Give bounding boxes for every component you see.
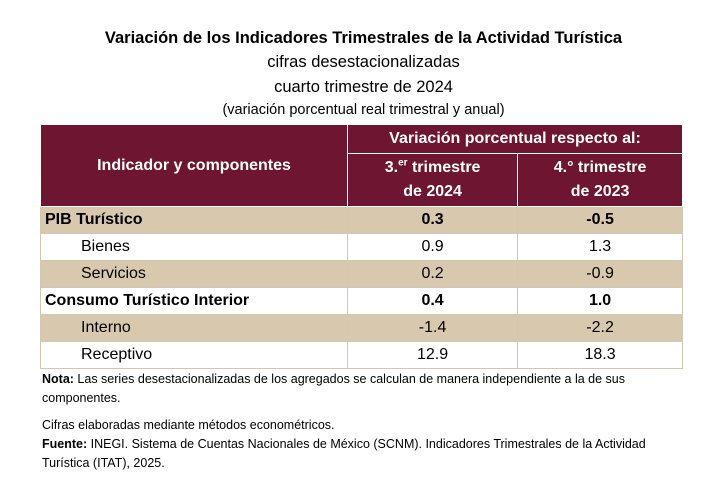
row-label: Receptivo xyxy=(40,341,348,369)
row-value-q4-2023: 18.3 xyxy=(517,341,683,369)
table-row: Receptivo 12.9 18.3 xyxy=(40,341,683,369)
row-label: PIB Turístico xyxy=(40,206,348,234)
table-row: Consumo Turístico Interior 0.4 1.0 xyxy=(40,287,683,315)
note-paragraph: Nota: Las series desestacionalizadas de … xyxy=(42,370,692,408)
source-paragraph: Fuente: INEGI. Sistema de Cuentas Nacion… xyxy=(42,435,692,473)
subtitle-seasonal: cifras desestacionalizadas xyxy=(267,53,460,71)
row-value-q3-2024: 0.3 xyxy=(346,206,519,234)
row-label: Consumo Turístico Interior xyxy=(40,287,348,315)
table-row: PIB Turístico 0.3 -0.5 xyxy=(40,206,683,234)
row-label: Interno xyxy=(40,314,348,342)
header-col2-num: 4.° trimestre xyxy=(553,159,647,176)
header-col1-year: de 2024 xyxy=(403,183,462,200)
header-col1-num: 3. xyxy=(384,159,399,176)
header-variation: Variación porcentual respecto al: xyxy=(347,124,683,154)
header-col2-year: de 2023 xyxy=(570,183,630,200)
row-value-q3-2024: -1.4 xyxy=(346,314,519,342)
table-row: Bienes 0.9 1.3 xyxy=(40,233,683,261)
row-label: Servicios xyxy=(40,260,348,288)
row-value-q3-2024: 12.9 xyxy=(346,341,519,369)
table-row: Interno -1.4 -2.2 xyxy=(40,314,683,342)
indicators-table: Indicador y componentes Variación porcen… xyxy=(40,124,683,369)
row-value-q4-2023: -0.9 xyxy=(517,260,683,288)
subtitle-period: cuarto trimestre de 2024 xyxy=(274,78,453,96)
header-indicator: Indicador y componentes xyxy=(40,124,348,207)
footnotes: Nota: Las series desestacionalizadas de … xyxy=(42,370,692,473)
row-value-q3-2024: 0.4 xyxy=(346,287,519,315)
subtitle-units: (variación porcentual real trimestral y … xyxy=(222,102,505,118)
main-title: Variación de los Indicadores Trimestrale… xyxy=(104,29,623,47)
table-row: Servicios 0.2 -0.9 xyxy=(40,260,683,288)
note-text: Las series desestacionalizadas de los ag… xyxy=(42,372,626,405)
row-value-q4-2023: -0.5 xyxy=(517,206,683,234)
header-row-top: Indicador y componentes Variación porcen… xyxy=(40,124,683,207)
header-row-sub: 3.er trimestre de 2024 4.° trimestre de … xyxy=(40,153,683,207)
row-value-q3-2024: 0.2 xyxy=(346,260,519,288)
row-value-q4-2023: 1.0 xyxy=(517,287,683,315)
header-col1-sup: er xyxy=(398,157,408,169)
row-value-q3-2024: 0.9 xyxy=(346,233,519,261)
note-label: Nota: xyxy=(42,372,74,386)
row-value-q4-2023: 1.3 xyxy=(517,233,683,261)
source-label: Fuente: xyxy=(42,437,88,451)
header-col1-rest: trimestre xyxy=(407,159,481,176)
title-block: Variación de los Indicadores Trimestrale… xyxy=(0,26,727,120)
source-text: INEGI. Sistema de Cuentas Nacionales de … xyxy=(42,437,646,470)
header-col-q4-2023: 4.° trimestre de 2023 xyxy=(517,153,683,207)
methods-note: Cifras elaboradas mediante métodos econo… xyxy=(42,418,335,432)
row-value-q4-2023: -2.2 xyxy=(517,314,683,342)
row-label: Bienes xyxy=(40,233,348,261)
header-col-q3-2024: 3.er trimestre de 2024 xyxy=(346,153,519,207)
